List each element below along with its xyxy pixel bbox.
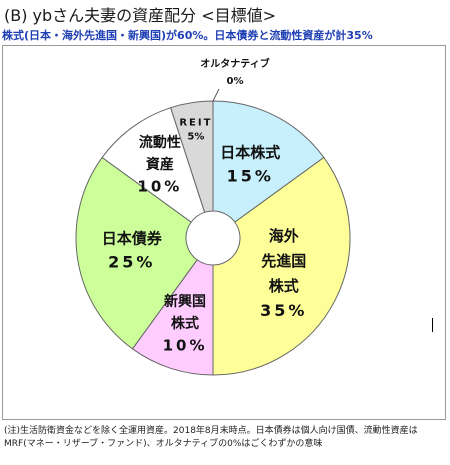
slice-2: [131, 259, 214, 376]
callout: オルタナティブ 0%: [200, 57, 270, 102]
slice-value-0: 15%: [227, 166, 274, 185]
slice-label-1: 株式: [269, 277, 299, 295]
slice-value-3: 25%: [108, 252, 155, 271]
donut-chart: 日本株式15%海外先進国株式35%新興国株式10%日本債券25%流動性資産10%…: [75, 57, 351, 376]
callout-value: 0%: [227, 76, 244, 87]
slice-4: [101, 107, 206, 223]
chart-title: (B) ybさん夫妻の資産配分 <目標値>: [4, 6, 277, 25]
slice-0: [212, 100, 325, 223]
chart-frame: [2, 45, 446, 420]
slice-5: [170, 100, 214, 213]
text-cursor-icon: [432, 318, 433, 332]
slice-value-5: 5%: [187, 132, 204, 143]
slice-label-1: 海外: [269, 227, 299, 245]
callout-line: [212, 88, 220, 102]
slice-label-4: 流動性: [139, 134, 181, 151]
slice-label-2: 株式: [171, 315, 199, 332]
slice-labels: 日本株式15%海外先進国株式35%新興国株式10%日本債券25%流動性資産10%…: [102, 118, 307, 355]
chart-subtitle: 株式(日本・海外先進国・新興国)が60%。日本債券と流動性資産が計35%: [2, 29, 373, 42]
slice-3: [75, 156, 198, 350]
slice-value-4: 10%: [137, 177, 182, 195]
slice-label-5: REIT: [179, 118, 212, 129]
slice-1: [212, 156, 351, 376]
slice-value-2: 10%: [163, 336, 208, 354]
slice-value-1: 35%: [260, 301, 307, 320]
slice-label-1: 先進国: [261, 252, 306, 270]
slice-label-4: 資産: [146, 156, 174, 173]
slice-label-0: 日本株式: [220, 143, 280, 161]
slices: [75, 100, 351, 376]
slice-label-2: 新興国: [164, 293, 206, 310]
callout-label: オルタナティブ: [200, 57, 269, 70]
footnote: (注)生活防衛資金などを除く全運用資産。2018年8月末時点。日本債券は個人向け…: [4, 426, 418, 449]
slice-label-3: 日本債券: [102, 229, 163, 247]
